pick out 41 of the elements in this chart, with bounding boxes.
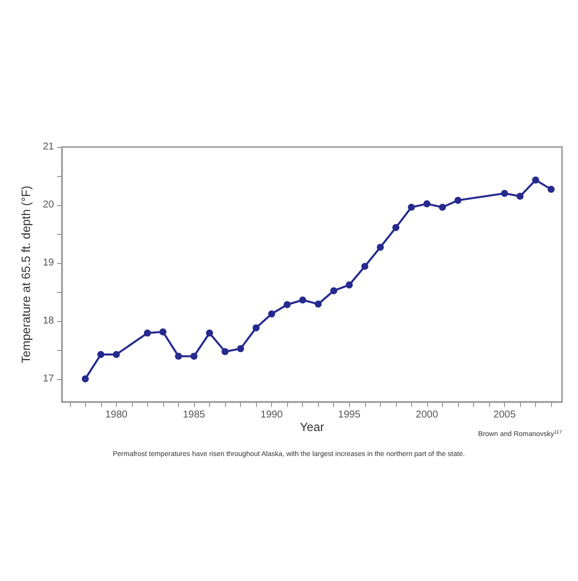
point bbox=[314, 300, 322, 308]
y-tick-label: 18 bbox=[42, 315, 54, 326]
point bbox=[548, 186, 555, 193]
point bbox=[408, 204, 415, 211]
point bbox=[252, 324, 260, 332]
point bbox=[159, 328, 166, 336]
point bbox=[423, 200, 430, 208]
y-tick-label: 20 bbox=[42, 199, 54, 210]
point bbox=[82, 375, 89, 382]
point bbox=[299, 296, 306, 304]
point bbox=[346, 281, 353, 288]
point bbox=[144, 330, 151, 337]
point bbox=[268, 310, 276, 318]
x-tick-label: 1985 bbox=[182, 410, 206, 420]
point bbox=[190, 352, 198, 360]
y-axis-title: Temperature at 65.5 ft. depth (°F) bbox=[18, 186, 33, 364]
point bbox=[532, 176, 540, 184]
point bbox=[361, 262, 368, 270]
point bbox=[454, 196, 462, 204]
point bbox=[174, 352, 182, 360]
x-tick-label: 1990 bbox=[260, 410, 284, 420]
point bbox=[112, 350, 120, 358]
point bbox=[222, 348, 229, 356]
x-axis-title: Year bbox=[300, 420, 324, 434]
point bbox=[97, 350, 104, 358]
point bbox=[206, 330, 214, 337]
x-tick-label: 2000 bbox=[416, 410, 438, 420]
point bbox=[438, 204, 446, 211]
point bbox=[392, 224, 400, 232]
x-tick-label: 1980 bbox=[105, 410, 128, 420]
y-tick-label: 17 bbox=[42, 373, 54, 384]
x-tick-label: 1995 bbox=[338, 410, 361, 420]
point bbox=[376, 244, 384, 251]
point bbox=[330, 287, 338, 294]
point bbox=[516, 192, 524, 200]
point bbox=[284, 301, 291, 308]
y-tick-label: 19 bbox=[42, 257, 54, 268]
x-tick-label: 2005 bbox=[493, 410, 516, 420]
y-tick-label: 21 bbox=[42, 142, 54, 152]
point bbox=[237, 345, 244, 352]
point bbox=[501, 190, 508, 197]
